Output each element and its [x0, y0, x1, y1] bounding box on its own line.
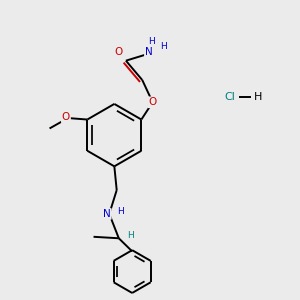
Text: O: O: [62, 112, 70, 122]
Text: O: O: [148, 97, 157, 107]
Text: N: N: [103, 209, 111, 219]
Text: H: H: [148, 37, 155, 46]
Text: Cl: Cl: [224, 92, 235, 101]
Text: H: H: [160, 42, 167, 51]
Text: N: N: [145, 47, 153, 57]
Text: H: H: [254, 92, 262, 101]
Text: O: O: [114, 47, 123, 57]
Text: H: H: [117, 207, 124, 216]
Text: H: H: [127, 231, 134, 240]
